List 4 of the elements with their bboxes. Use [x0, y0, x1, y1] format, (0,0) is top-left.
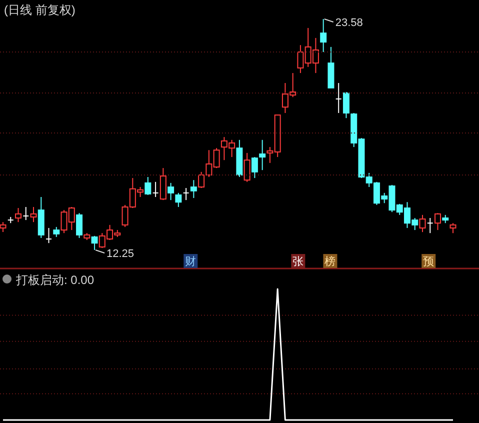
chart-title: 打板启动: 0.00 — [15, 273, 94, 287]
annotation: 12.25 — [106, 248, 134, 260]
chart-title: (日线 前复权) — [4, 3, 76, 17]
annotation: 23.58 — [335, 17, 363, 29]
